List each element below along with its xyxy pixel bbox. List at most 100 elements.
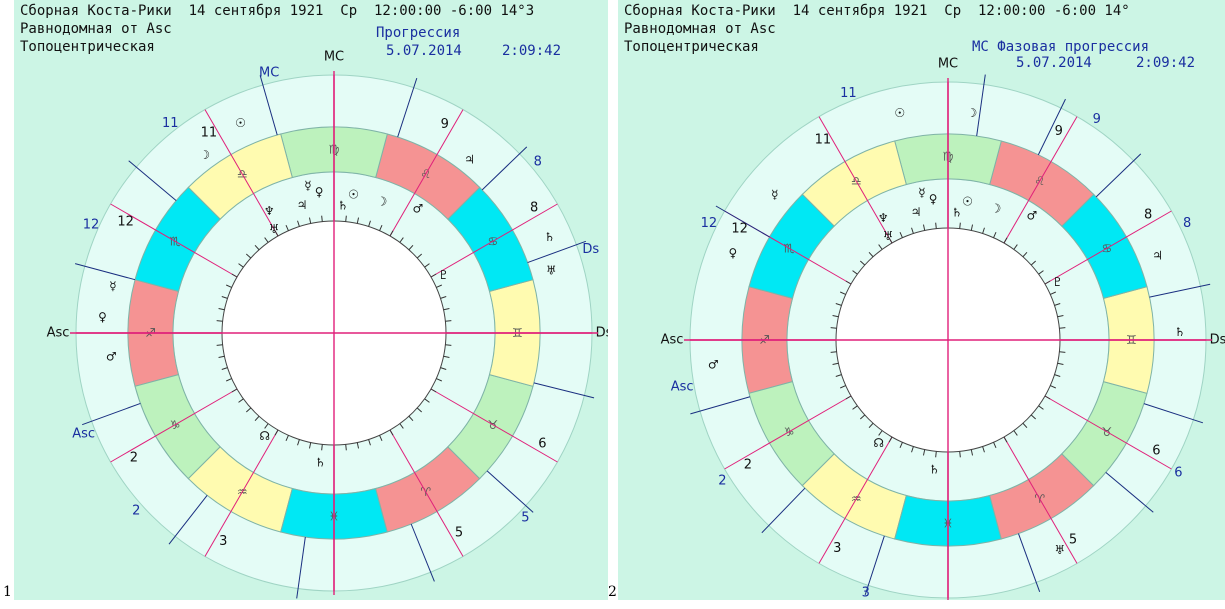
degree-tick (1022, 422, 1028, 429)
degree-tick (993, 442, 997, 449)
degree-tick (297, 439, 300, 446)
planet-glyph: ♃ (1152, 248, 1163, 262)
progressed-house-number: 9 (1093, 112, 1101, 127)
house-number: 3 (219, 534, 227, 549)
progressed-cusp-line (715, 205, 770, 238)
degree-tick (1057, 314, 1064, 318)
degree-tick (216, 320, 223, 322)
house-cusp-line (1003, 116, 1078, 244)
degree-tick (321, 444, 323, 451)
progressed-cusp-line (168, 495, 208, 545)
planet-glyph: ☽ (991, 201, 1002, 215)
house-number: 9 (441, 117, 449, 132)
zodiac-sign-segment (748, 193, 835, 299)
degree-tick (835, 374, 842, 377)
progressed-cusp-line (81, 402, 141, 426)
degree-tick (408, 415, 414, 422)
planet-glyph: ♅ (269, 222, 280, 236)
planet-glyph: ☿ (109, 279, 116, 293)
degree-tick (1003, 436, 1008, 443)
degree-tick (832, 314, 839, 318)
planet-glyph: ☊ (873, 436, 884, 450)
progressed-cusp-line (75, 263, 136, 281)
progressed-house-number: 11 (840, 86, 857, 101)
degree-tick (424, 398, 430, 403)
degree-tick (830, 327, 837, 329)
degree-tick (389, 429, 394, 436)
house-number: 11 (815, 132, 832, 147)
planet-glyph: ☿ (918, 185, 925, 199)
degree-tick (830, 351, 837, 353)
degree-tick (1038, 270, 1044, 275)
progressed-cusp-line (296, 536, 306, 599)
progression-date: 5.07.2014 (1016, 55, 1092, 71)
degree-tick (993, 231, 997, 238)
degree-tick (379, 224, 383, 231)
planet-glyph: ♇ (438, 268, 449, 282)
house-number: 5 (455, 526, 463, 541)
mc-label: MC (938, 57, 958, 72)
progression-time: 2:09:42 (1136, 55, 1196, 71)
progressed-cusp-line (976, 74, 986, 137)
chart-header-line1: Сборная Коста-Рики 14 сентября 1921 Ср 1… (20, 3, 535, 19)
degree-tick (845, 280, 852, 285)
progressed-house-number: 5 (521, 510, 529, 525)
degree-tick (221, 367, 228, 370)
degree-tick (899, 442, 903, 449)
degree-tick (356, 217, 360, 224)
chart-panel-2: Сборная Коста-Рики 14 сентября 1921 Ср 1… (618, 0, 1225, 600)
planet-glyph: ☽ (199, 148, 210, 162)
degree-tick (859, 260, 866, 266)
house-cusp-line (430, 388, 558, 463)
ds-label: Ds (596, 326, 608, 341)
house-number: 9 (1055, 124, 1063, 139)
planet-glyph: ☉ (962, 194, 973, 208)
degree-tick (1030, 414, 1037, 420)
progressed-mc-label: MC (259, 65, 279, 80)
progressed-cusp-line (1149, 283, 1211, 298)
degree-tick (922, 449, 926, 456)
degree-tick (430, 273, 437, 278)
degree-tick (970, 224, 974, 231)
progression-title: Прогрессия (376, 25, 461, 41)
degree-tick (245, 407, 252, 413)
degree-tick (839, 291, 846, 295)
degree-tick (430, 388, 437, 393)
degree-tick (1059, 351, 1066, 353)
planet-glyph: ♀ (929, 192, 938, 206)
degree-tick (308, 217, 312, 224)
degree-tick (274, 429, 279, 436)
degree-tick (231, 273, 238, 278)
progressed-asc-label: Asc (72, 427, 95, 442)
chart-panel-1: Сборная Коста-Рики 14 сентября 1921 Ср 1… (14, 0, 608, 600)
degree-tick (839, 385, 846, 389)
chart-header-line3: Топоцентрическая (20, 39, 155, 55)
degree-tick (440, 296, 447, 299)
planet-glyph: ♆ (264, 204, 275, 218)
planet-glyph: ♄ (952, 205, 963, 219)
progressed-cusp-line (1037, 98, 1066, 156)
degree-tick (264, 237, 269, 243)
planet-glyph: ☉ (235, 116, 246, 130)
degree-tick (436, 378, 443, 382)
house-cusp-line (724, 395, 852, 470)
progressed-cusp-line (533, 382, 595, 399)
degree-tick (935, 451, 937, 458)
natal-wheel-2: ♐♑♒♓♈♉♊♋♌♍♎♏1112235689111223689MCAscDsAs… (661, 57, 1225, 600)
degree-tick (356, 442, 360, 449)
chart-header-line2: Равнодомная от Asc (624, 21, 776, 37)
progression-date: 5.07.2014 (386, 43, 462, 59)
degree-tick (899, 231, 903, 238)
degree-tick (436, 284, 443, 288)
house-cusp-line (204, 109, 279, 237)
planet-glyph: ♄ (1174, 325, 1185, 339)
planet-glyph: ♆ (878, 211, 889, 225)
planet-glyph: ♄ (315, 455, 326, 469)
degree-tick (264, 423, 269, 429)
progressed-cusp-line (1143, 403, 1204, 424)
panel-number-2: 2 (608, 584, 617, 600)
degree-tick (308, 442, 312, 449)
chart-header-line2: Равнодомная от Asc (20, 21, 172, 37)
progressed-cusp-line (690, 396, 751, 415)
degree-tick (1022, 251, 1028, 258)
